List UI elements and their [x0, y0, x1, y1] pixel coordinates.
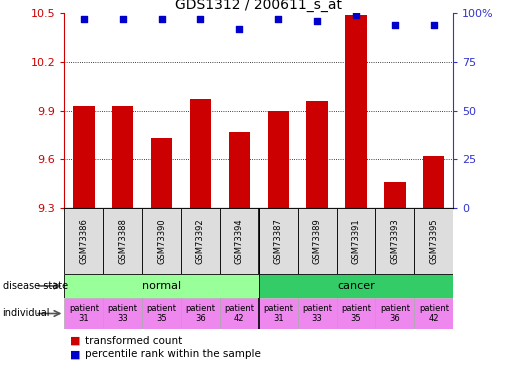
Text: GSM73389: GSM73389: [313, 218, 321, 264]
Bar: [73, 106, 95, 208]
Text: disease state: disease state: [3, 281, 67, 291]
Bar: [103, 298, 142, 329]
Bar: [151, 138, 173, 208]
Bar: [259, 274, 453, 298]
Bar: [142, 298, 181, 329]
Bar: [375, 298, 414, 329]
Text: patient
36: patient 36: [185, 304, 215, 323]
Bar: [345, 15, 367, 208]
Bar: [259, 298, 298, 329]
Text: GSM73387: GSM73387: [274, 218, 283, 264]
Text: transformed count: transformed count: [85, 336, 182, 346]
Text: ■: ■: [70, 336, 80, 346]
Text: GSM73390: GSM73390: [157, 218, 166, 264]
Text: percentile rank within the sample: percentile rank within the sample: [85, 349, 261, 359]
Bar: [142, 208, 181, 274]
Text: GSM73394: GSM73394: [235, 218, 244, 264]
Text: GSM73392: GSM73392: [196, 218, 205, 264]
Text: patient
33: patient 33: [302, 304, 332, 323]
Bar: [384, 182, 406, 208]
Bar: [337, 208, 375, 274]
Bar: [229, 132, 250, 208]
Bar: [64, 274, 259, 298]
Text: patient
42: patient 42: [419, 304, 449, 323]
Point: [274, 16, 282, 22]
Text: GSM73388: GSM73388: [118, 218, 127, 264]
Bar: [220, 208, 259, 274]
Text: patient
35: patient 35: [147, 304, 177, 323]
Bar: [259, 208, 298, 274]
Text: patient
35: patient 35: [341, 304, 371, 323]
Bar: [414, 298, 453, 329]
Bar: [103, 208, 142, 274]
Text: ■: ■: [70, 349, 80, 359]
Point: [196, 16, 204, 22]
Bar: [64, 208, 103, 274]
Bar: [64, 298, 103, 329]
Bar: [181, 298, 220, 329]
Bar: [337, 298, 375, 329]
Bar: [112, 106, 133, 208]
Bar: [190, 99, 211, 208]
Text: patient
31: patient 31: [69, 304, 99, 323]
Text: GSM73395: GSM73395: [430, 218, 438, 264]
Bar: [181, 208, 220, 274]
Bar: [414, 208, 453, 274]
Bar: [423, 156, 444, 208]
Point: [313, 18, 321, 24]
Text: GSM73391: GSM73391: [352, 218, 360, 264]
Bar: [306, 101, 328, 208]
Bar: [298, 208, 336, 274]
Text: normal: normal: [142, 281, 181, 291]
Bar: [375, 208, 414, 274]
Text: patient
31: patient 31: [263, 304, 293, 323]
Bar: [220, 298, 259, 329]
Text: patient
42: patient 42: [225, 304, 254, 323]
Bar: [298, 298, 336, 329]
Text: individual: individual: [3, 309, 50, 318]
Title: GDS1312 / 200611_s_at: GDS1312 / 200611_s_at: [175, 0, 342, 12]
Point: [352, 12, 360, 18]
Point: [235, 26, 244, 32]
Text: GSM73393: GSM73393: [390, 218, 399, 264]
Text: patient
36: patient 36: [380, 304, 410, 323]
Point: [118, 16, 127, 22]
Point: [391, 22, 399, 28]
Point: [430, 22, 438, 28]
Text: GSM73386: GSM73386: [79, 218, 88, 264]
Point: [80, 16, 88, 22]
Text: cancer: cancer: [337, 281, 375, 291]
Text: patient
33: patient 33: [108, 304, 138, 323]
Point: [158, 16, 166, 22]
Bar: [267, 111, 289, 208]
